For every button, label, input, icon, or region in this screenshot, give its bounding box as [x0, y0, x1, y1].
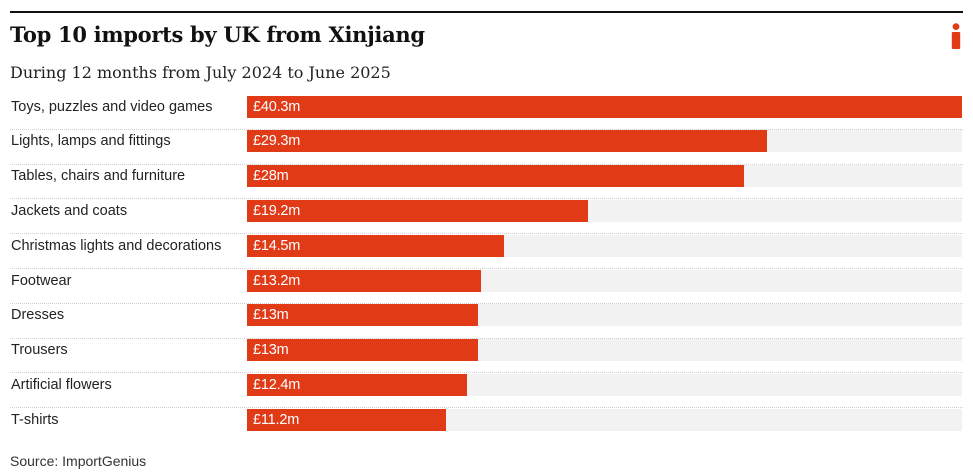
bar	[247, 234, 505, 257]
category-label: Tables, chairs and furniture	[11, 168, 186, 185]
bar-value-label: £13m	[253, 342, 289, 359]
source-note: Source: ImportGenius	[10, 453, 147, 469]
bar	[247, 165, 744, 188]
row-separator	[10, 233, 963, 235]
row-separator	[10, 163, 963, 165]
bar-value-label: £13m	[253, 307, 289, 324]
bar-value-label: £14.5m	[253, 237, 301, 254]
category-label: Trousers	[11, 342, 68, 359]
category-label: Toys, puzzles and video games	[11, 98, 213, 115]
row-separator	[10, 407, 963, 409]
category-label: T-shirts	[11, 411, 59, 428]
row-separator	[10, 337, 963, 339]
bar	[247, 130, 767, 153]
top-rule	[10, 11, 963, 13]
chart-subtitle: During 12 months from July 2024 to June …	[10, 63, 391, 82]
bar-value-label: £13.2m	[253, 272, 301, 289]
category-label: Footwear	[11, 272, 72, 289]
bar	[247, 304, 478, 327]
category-label: Lights, lamps and fittings	[11, 133, 171, 150]
bar	[247, 199, 588, 222]
bar-chart: Toys, puzzles and video games £40.3m Light…	[0, 94, 973, 440]
category-label: Christmas lights and decorations	[11, 237, 222, 254]
bar-value-label: £19.2m	[253, 202, 301, 219]
bar	[247, 373, 467, 396]
row-separator	[10, 198, 963, 200]
category-label: Artificial flowers	[11, 376, 112, 393]
bar-value-label: £11.2m	[253, 411, 300, 428]
i-logo-stem	[951, 32, 961, 49]
bar	[247, 269, 482, 292]
category-label: Jackets and coats	[11, 202, 128, 219]
bar-value-label: £40.3m	[253, 98, 301, 115]
row-separator	[10, 268, 963, 269]
bar-value-label: £29.3m	[253, 133, 301, 150]
i-logo-icon	[951, 23, 961, 49]
chart-title: Top 10 imports by UK from Xinjiang	[10, 22, 425, 47]
i-logo-dot	[952, 23, 960, 30]
bar	[247, 408, 446, 431]
bar-value-label: £28m	[253, 168, 289, 185]
row-separator	[10, 372, 963, 374]
bar-value-label: £12.4m	[253, 376, 301, 393]
row-separator	[10, 128, 963, 130]
bar	[247, 339, 478, 362]
category-label: Dresses	[11, 307, 65, 324]
row-separator	[10, 302, 963, 304]
bar	[247, 95, 962, 118]
